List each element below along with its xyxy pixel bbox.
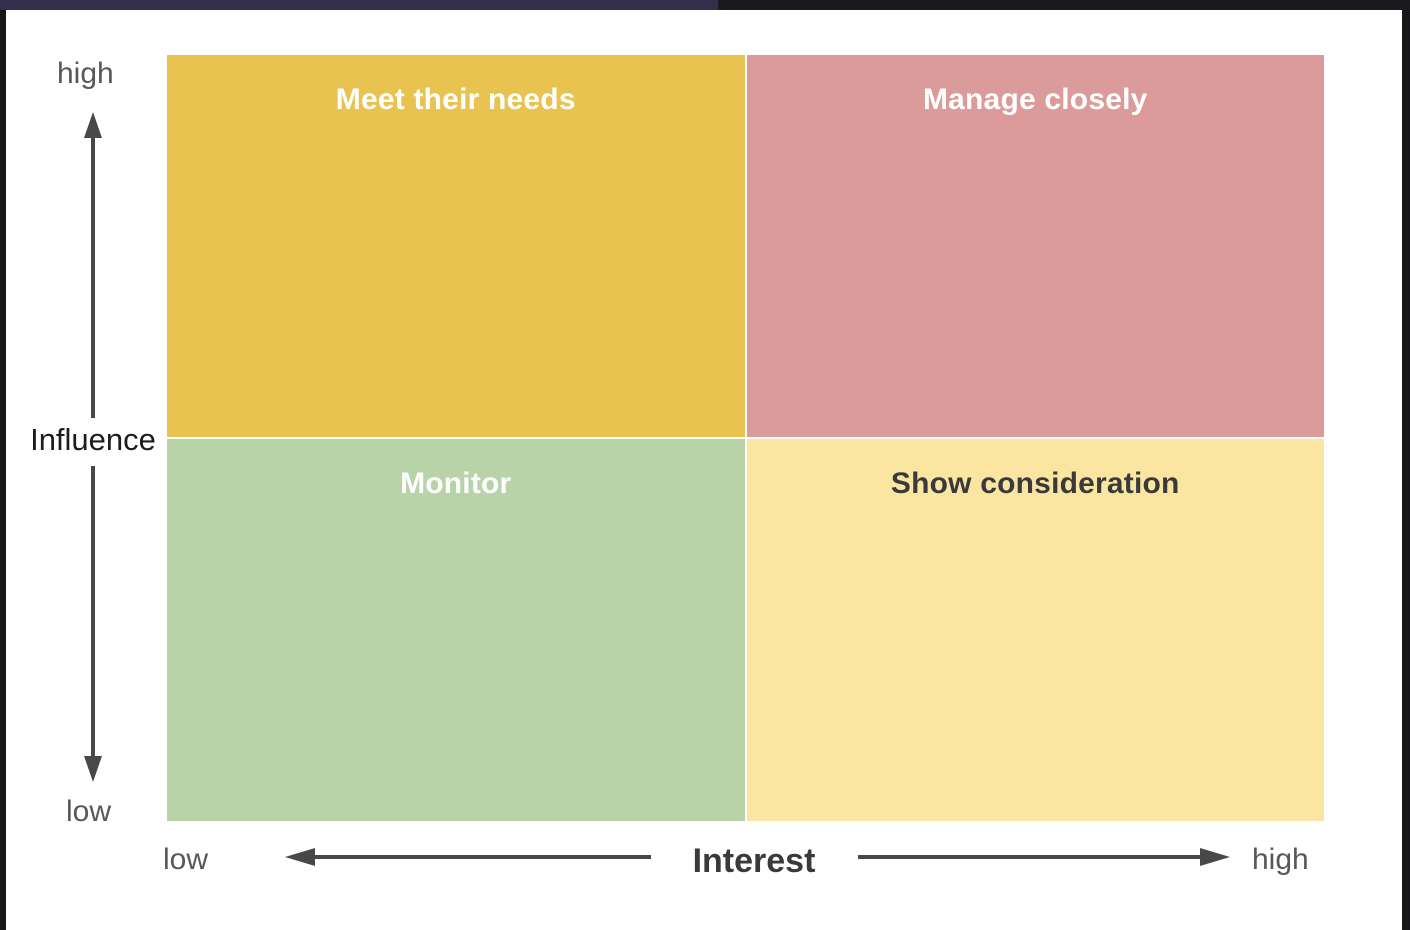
y-axis-title: Influence bbox=[30, 422, 156, 457]
quadrant-label: Monitor bbox=[400, 467, 512, 500]
left-frame-edge bbox=[0, 10, 6, 930]
quadrant-label: Meet their needs bbox=[335, 83, 576, 116]
y-axis-down-arrow-icon bbox=[84, 466, 102, 782]
quadrant-monitor: Monitor bbox=[167, 439, 745, 821]
y-axis-low-label: low bbox=[66, 795, 112, 828]
quadrant-manage-closely: Manage closely bbox=[746, 55, 1324, 437]
x-axis-low-label: low bbox=[163, 843, 209, 876]
quadrant-label: Show consideration bbox=[890, 467, 1180, 500]
top-bar-dark bbox=[718, 0, 1410, 10]
y-axis-high-label: high bbox=[57, 57, 114, 90]
top-bar-accent bbox=[0, 0, 718, 10]
x-axis-title: Interest bbox=[692, 842, 816, 880]
quadrant-show-consideration: Show consideration bbox=[746, 439, 1324, 821]
right-frame-edge bbox=[1402, 10, 1410, 930]
quadrant-meet-their-needs: Meet their needs bbox=[167, 55, 745, 437]
x-axis-high-label: high bbox=[1252, 843, 1309, 876]
x-axis-left-arrow-icon bbox=[285, 848, 651, 866]
x-axis-right-arrow-icon bbox=[858, 848, 1230, 866]
y-axis-up-arrow-icon bbox=[84, 112, 102, 418]
quadrant-matrix: Meet their needs Manage closely Monitor … bbox=[167, 55, 1324, 821]
quadrant-label: Manage closely bbox=[922, 83, 1148, 116]
